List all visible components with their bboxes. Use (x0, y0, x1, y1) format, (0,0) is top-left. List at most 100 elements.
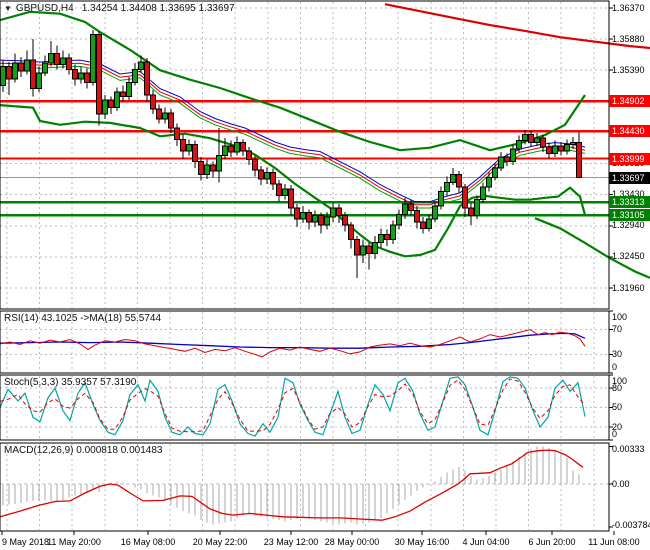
candle (114, 91, 120, 109)
rsi-axis-label: 0 (612, 362, 618, 372)
candle (240, 142, 246, 152)
candle (474, 199, 480, 217)
candle (300, 211, 306, 220)
chart-title-bar: ▼ GBPUSD,H4 1.34254 1.34408 1.33695 1.3369… (4, 3, 235, 14)
candle (156, 108, 162, 120)
bollinger-upper-line (0, 10, 586, 152)
candle (576, 141, 582, 179)
candle (228, 145, 234, 153)
candle (90, 34, 96, 83)
candle (78, 72, 84, 80)
macd-pane-area[interactable] (0, 443, 609, 531)
macd-axis-label: 0.00333 (612, 444, 645, 454)
time-axis-label: 23 May 12:00 (263, 537, 319, 547)
candle (444, 182, 450, 192)
time-axis-label: 6 Jun 20:00 (528, 537, 576, 547)
candle (18, 62, 24, 72)
candle (216, 154, 222, 172)
time-axis-label: 11 May 20:00 (47, 537, 101, 547)
stoch-k-line (0, 376, 586, 437)
time-axis-label: 9 May 2018 (2, 537, 50, 547)
ma-red-line (0, 62, 586, 206)
candle (534, 137, 540, 144)
candle (276, 183, 282, 196)
candle (540, 137, 546, 148)
candle (378, 234, 384, 243)
candle (204, 164, 210, 175)
candle (432, 205, 438, 220)
candle (516, 140, 522, 150)
candle (186, 144, 192, 152)
candle (180, 138, 186, 152)
rsi-indicator-label: RSI(14) 43.1025 ->MA(18) 55.5744 (4, 313, 162, 324)
overlay-lines-layer (0, 3, 650, 279)
rsi-layer (0, 329, 586, 358)
price-axis-label: 1.35880 (612, 33, 645, 44)
chart-menu-icon[interactable]: ▼ (4, 4, 12, 13)
candle (54, 53, 60, 66)
candle (66, 57, 72, 71)
rsi-axis-label: 30 (612, 348, 623, 359)
candle (558, 145, 564, 152)
candle (144, 61, 150, 96)
price-axis-label: 1.33430 (612, 189, 645, 200)
time-axis-label: 28 May 00:00 (324, 537, 380, 547)
candle (198, 161, 204, 175)
macd-axis-label: 0.00 (612, 478, 630, 489)
candle (408, 203, 414, 212)
candle (348, 224, 354, 241)
candle (336, 207, 342, 217)
macd-indicator-label: MACD(12,26,9) 0.000818 0.001483 (4, 445, 163, 456)
candle (522, 133, 528, 142)
candle (12, 62, 18, 80)
candle (258, 169, 264, 180)
symbol-period-label: GBPUSD,H4 (15, 3, 74, 14)
price-axis-label: 1.32940 (612, 220, 645, 231)
candle (456, 173, 462, 188)
candle (342, 215, 348, 226)
candle (504, 156, 510, 163)
candle (132, 69, 138, 83)
candle (528, 133, 534, 144)
candles-layer[interactable] (0, 30, 582, 278)
ma-blue-line (0, 59, 586, 203)
candle (48, 53, 54, 64)
price-badge-res: 1.33999 (609, 152, 650, 165)
rsi-line (0, 329, 586, 358)
price-axis-label: 1.36370 (612, 2, 645, 13)
macd-axis-label: -0.003784 (612, 520, 650, 530)
candle (210, 164, 216, 172)
stoch-axis-label: 80 (612, 382, 623, 393)
rsi-axis-label: 70 (612, 324, 623, 335)
candle (42, 62, 48, 74)
candle (324, 216, 330, 226)
candle (438, 190, 444, 207)
stoch-indicator-label: Stoch(5,3,3) 35.9357 57.3190 (4, 377, 137, 388)
ma-green-line (0, 65, 586, 209)
candle (24, 59, 30, 72)
price-axis-label: 1.32450 (612, 251, 645, 262)
candle (168, 112, 174, 129)
candle (330, 207, 336, 218)
candle (288, 188, 294, 209)
candle (252, 159, 258, 171)
stoch-axis-label: 20 (612, 421, 623, 432)
candle (498, 156, 504, 169)
candle (270, 171, 276, 185)
candle (36, 72, 42, 90)
candle (222, 145, 228, 156)
candle (390, 224, 396, 241)
candle (126, 81, 132, 97)
price-axis-label: 1.35390 (612, 64, 645, 75)
candle (138, 61, 144, 71)
stoch-axis-label: 50 (612, 402, 623, 412)
candle (30, 59, 36, 90)
candle (468, 207, 474, 217)
candle (246, 150, 252, 161)
time-axis-label: 20 May 22:00 (192, 537, 248, 547)
candle (546, 146, 552, 154)
candle (372, 241, 378, 255)
candle (492, 167, 498, 179)
candle (354, 239, 360, 256)
